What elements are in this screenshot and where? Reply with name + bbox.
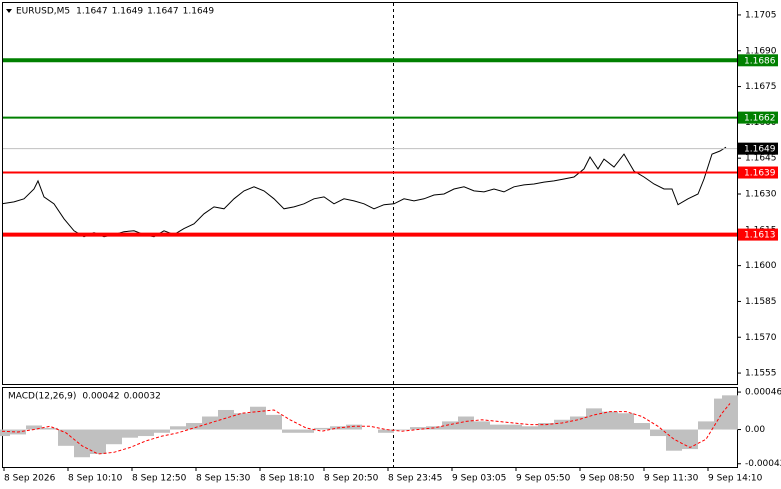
histogram-bar [682,429,698,450]
y-tick-label: -0.00042 [745,459,781,469]
histogram-bar [170,426,186,430]
histogram-bar [586,408,602,430]
menu-arrow [6,9,12,13]
header-value: 1.1649 [112,7,144,17]
histogram-bar [74,429,90,458]
histogram-bar [554,419,570,430]
signal-line [1,403,731,455]
histogram-bar [634,423,650,430]
histogram-bar [618,413,634,430]
x-tick-label: 9 Sep 03:05 [452,474,506,484]
y-tick-label: 0.00 [745,425,765,435]
x-tick-label: 8 Sep 12:50 [132,474,187,484]
x-tick-label: 8 Sep 15:30 [196,474,251,484]
panel-title: MACD(12,26,9) [8,392,76,402]
level-label-box [738,54,778,67]
y-tick-label: 0.00046 [745,388,781,398]
y-tick-label: 1.1555 [745,369,777,379]
x-tick-label: 8 Sep 23:45 [388,474,442,484]
histogram-bar [666,429,682,451]
y-tick-label: 1.1570 [745,333,777,343]
histogram-bar [266,414,282,430]
histogram-bar [346,424,362,430]
histogram-bar [58,429,74,446]
y-tick-label: 1.1600 [745,261,777,271]
level-label-box [738,228,778,241]
histogram-bar [314,427,330,430]
histogram-bar [26,425,42,430]
histogram-bar [698,421,714,430]
histogram-bar [394,429,410,431]
histogram-bar [250,406,266,430]
y-tick-label: 1.1645 [745,154,777,164]
histogram-bar [218,409,234,430]
histogram-bar [442,421,458,430]
y-tick-label: 1.1630 [745,190,777,200]
header-value: 1.1647 [76,7,108,17]
histogram-bar [722,395,738,430]
x-tick-label: 8 Sep 2026 [4,474,56,484]
histogram-bar [234,413,250,430]
histogram-bar [650,429,666,437]
histogram-bar [42,427,58,430]
level-label: 1.1662 [744,114,776,124]
x-tick-label: 8 Sep 10:10 [68,474,123,484]
histogram-bar [410,427,426,430]
level-label-box [738,166,778,179]
x-tick-label: 9 Sep 14:10 [708,474,763,484]
header-value: 1.1647 [147,7,179,17]
histogram-bar [602,411,618,430]
x-tick-label: 9 Sep 08:50 [580,474,635,484]
histogram-bar [458,416,474,430]
histogram-bar [90,429,106,454]
histogram-bar [106,429,122,445]
x-tick-label: 9 Sep 05:50 [516,474,571,484]
x-tick-label: 8 Sep 18:10 [260,474,315,484]
histogram-bar [570,416,586,430]
x-tick-label: 8 Sep 20:50 [324,474,379,484]
y-tick-label: 1.1585 [745,297,777,307]
histogram-bar [522,426,538,430]
histogram-bar [538,423,554,430]
header-value: 0.00032 [124,392,161,402]
histogram-bar [122,429,138,438]
header-value: 0.00042 [82,392,119,402]
histogram-bar [506,424,522,430]
histogram-bar [378,429,394,433]
level-label-box [738,111,778,124]
header-value: 1.1649 [183,7,215,17]
y-tick-label: 1.1675 [745,82,777,92]
histogram-bar [0,429,10,437]
level-label: 1.1686 [744,56,776,66]
x-tick-label: 9 Sep 11:30 [644,474,699,484]
panel-title: EURUSD,M5 [16,7,70,17]
histogram-bar [474,421,490,430]
histogram-bar [186,423,202,430]
histogram-bar [298,429,314,433]
y-tick-label: 1.1705 [745,10,777,20]
last-price-box [738,142,778,155]
histogram-bar [154,429,170,433]
y-tick-label: 1.1690 [745,46,777,56]
histogram-bar [490,424,506,430]
last-price-label: 1.1649 [744,145,776,155]
level-label: 1.1613 [744,231,776,241]
histogram-bar [138,429,154,437]
histogram-bar [282,429,298,433]
level-label: 1.1639 [744,169,776,179]
